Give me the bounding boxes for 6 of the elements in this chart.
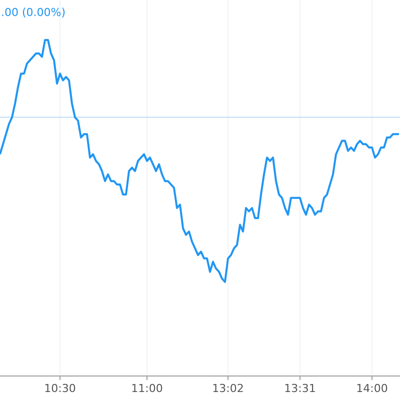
text: .00 (0.00%) xyxy=(1,6,66,19)
x-tick-label: 11:00 xyxy=(131,382,163,395)
x-tick-label: 13:31 xyxy=(284,382,316,395)
x-tick-label: 14:00 xyxy=(356,382,388,395)
x-tick-label: 13:02 xyxy=(212,382,244,395)
x-tick-label: 10:30 xyxy=(44,382,76,395)
